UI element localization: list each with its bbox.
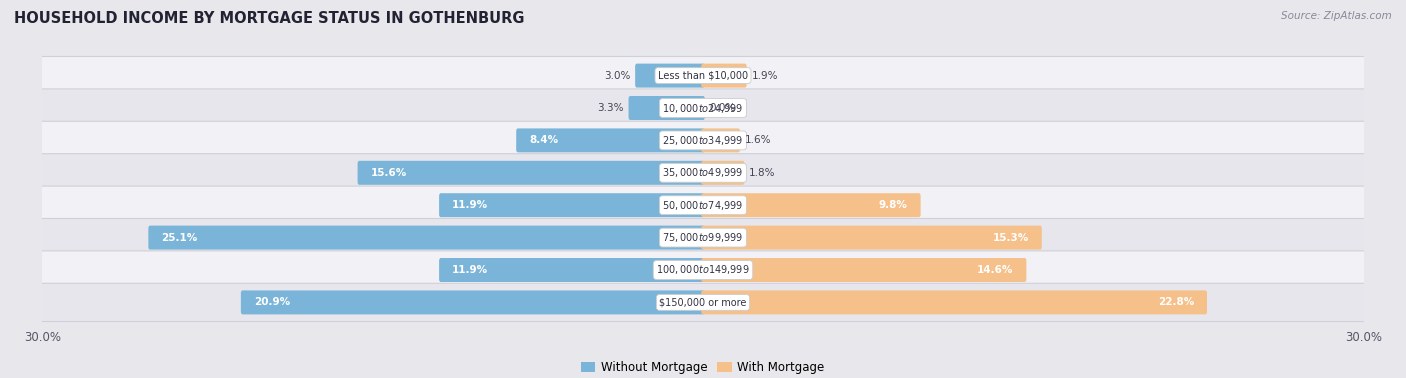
FancyBboxPatch shape <box>702 290 1206 314</box>
Text: 15.6%: 15.6% <box>370 168 406 178</box>
Text: $150,000 or more: $150,000 or more <box>659 297 747 307</box>
FancyBboxPatch shape <box>628 96 704 120</box>
Text: $25,000 to $34,999: $25,000 to $34,999 <box>662 134 744 147</box>
Text: $50,000 to $74,999: $50,000 to $74,999 <box>662 199 744 212</box>
Text: 11.9%: 11.9% <box>451 265 488 275</box>
FancyBboxPatch shape <box>702 258 1026 282</box>
FancyBboxPatch shape <box>39 186 1367 224</box>
Text: 11.9%: 11.9% <box>451 200 488 210</box>
Text: Source: ZipAtlas.com: Source: ZipAtlas.com <box>1281 11 1392 21</box>
Text: 25.1%: 25.1% <box>162 232 197 243</box>
Text: 3.3%: 3.3% <box>598 103 624 113</box>
FancyBboxPatch shape <box>702 161 744 185</box>
Text: $10,000 to $24,999: $10,000 to $24,999 <box>662 102 744 115</box>
FancyBboxPatch shape <box>702 64 747 88</box>
FancyBboxPatch shape <box>39 121 1367 160</box>
FancyBboxPatch shape <box>357 161 704 185</box>
FancyBboxPatch shape <box>439 193 704 217</box>
Text: 0.0%: 0.0% <box>710 103 735 113</box>
FancyBboxPatch shape <box>240 290 704 314</box>
FancyBboxPatch shape <box>39 251 1367 289</box>
Text: $75,000 to $99,999: $75,000 to $99,999 <box>662 231 744 244</box>
Text: 1.6%: 1.6% <box>745 135 772 146</box>
FancyBboxPatch shape <box>39 218 1367 257</box>
FancyBboxPatch shape <box>39 89 1367 127</box>
Text: $100,000 to $149,999: $100,000 to $149,999 <box>657 263 749 276</box>
Text: 3.0%: 3.0% <box>605 71 630 81</box>
Text: 15.3%: 15.3% <box>993 232 1029 243</box>
FancyBboxPatch shape <box>636 64 704 88</box>
Text: 8.4%: 8.4% <box>529 135 558 146</box>
Text: 9.8%: 9.8% <box>879 200 908 210</box>
FancyBboxPatch shape <box>39 283 1367 322</box>
FancyBboxPatch shape <box>39 56 1367 95</box>
Text: HOUSEHOLD INCOME BY MORTGAGE STATUS IN GOTHENBURG: HOUSEHOLD INCOME BY MORTGAGE STATUS IN G… <box>14 11 524 26</box>
FancyBboxPatch shape <box>439 258 704 282</box>
Text: 22.8%: 22.8% <box>1159 297 1194 307</box>
Text: $35,000 to $49,999: $35,000 to $49,999 <box>662 166 744 179</box>
FancyBboxPatch shape <box>516 129 704 152</box>
FancyBboxPatch shape <box>149 226 704 249</box>
FancyBboxPatch shape <box>702 226 1042 249</box>
Legend: Without Mortgage, With Mortgage: Without Mortgage, With Mortgage <box>576 356 830 378</box>
FancyBboxPatch shape <box>702 193 921 217</box>
Text: 1.9%: 1.9% <box>751 71 778 81</box>
Text: 20.9%: 20.9% <box>253 297 290 307</box>
Text: 1.8%: 1.8% <box>749 168 776 178</box>
Text: 14.6%: 14.6% <box>977 265 1014 275</box>
FancyBboxPatch shape <box>702 129 740 152</box>
Text: Less than $10,000: Less than $10,000 <box>658 71 748 81</box>
FancyBboxPatch shape <box>39 154 1367 192</box>
